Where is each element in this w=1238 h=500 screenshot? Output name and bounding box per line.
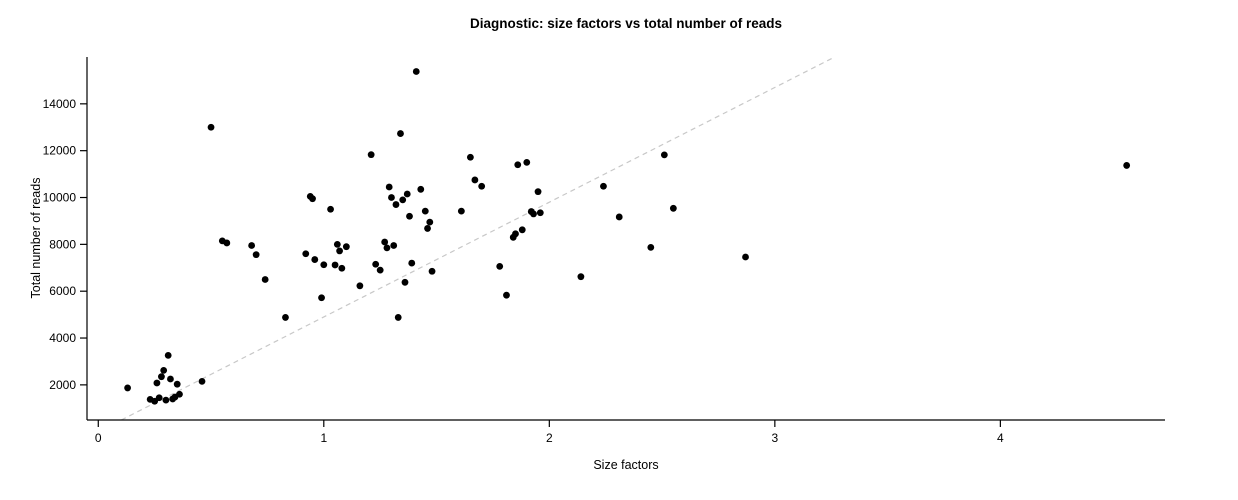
chart-title: Diagnostic: size factors vs total number… bbox=[470, 16, 782, 31]
data-point bbox=[367, 151, 375, 159]
data-point bbox=[424, 225, 431, 232]
data-point bbox=[426, 218, 434, 226]
data-point bbox=[518, 226, 526, 234]
trend-line bbox=[121, 56, 835, 421]
data-point bbox=[478, 182, 486, 190]
data-point bbox=[403, 190, 411, 198]
data-point bbox=[302, 250, 310, 258]
data-point bbox=[356, 282, 364, 290]
data-point bbox=[660, 151, 668, 159]
data-point bbox=[248, 242, 256, 249]
data-point bbox=[417, 185, 425, 193]
data-point bbox=[158, 373, 165, 381]
y-tick-label: 2000 bbox=[49, 378, 76, 392]
data-point bbox=[471, 176, 479, 184]
data-point bbox=[155, 394, 163, 402]
data-point bbox=[342, 243, 350, 251]
data-point bbox=[530, 210, 537, 218]
data-point bbox=[536, 209, 544, 217]
x-tick-label: 4 bbox=[997, 431, 1004, 445]
data-point bbox=[309, 195, 316, 203]
data-point bbox=[167, 375, 174, 383]
data-point bbox=[394, 314, 402, 321]
data-point bbox=[397, 130, 404, 137]
y-tick-label: 12000 bbox=[43, 144, 77, 158]
data-point bbox=[383, 244, 391, 252]
data-point bbox=[421, 207, 429, 215]
data-point bbox=[647, 243, 655, 251]
y-tick-label: 8000 bbox=[49, 237, 76, 251]
data-point bbox=[331, 261, 339, 269]
y-tick-label: 14000 bbox=[43, 97, 77, 111]
data-point bbox=[512, 230, 519, 238]
y-axis-title: Total number of reads bbox=[29, 178, 43, 299]
data-point bbox=[577, 273, 585, 281]
data-point bbox=[408, 259, 416, 267]
data-point bbox=[523, 158, 531, 166]
data-point bbox=[153, 379, 161, 387]
x-tick-label: 0 bbox=[95, 431, 102, 445]
data-point bbox=[401, 278, 409, 286]
x-tick-label: 3 bbox=[772, 431, 779, 445]
data-point bbox=[388, 194, 395, 201]
data-point bbox=[399, 196, 407, 204]
data-point bbox=[376, 266, 384, 274]
data-point bbox=[412, 68, 420, 75]
data-point bbox=[261, 276, 269, 283]
data-point bbox=[124, 384, 131, 392]
data-point bbox=[385, 183, 393, 191]
data-point bbox=[496, 262, 504, 270]
data-point bbox=[381, 238, 389, 246]
data-point bbox=[503, 291, 510, 299]
data-point bbox=[252, 251, 260, 259]
y-tick-label: 4000 bbox=[49, 331, 76, 345]
data-point bbox=[457, 207, 465, 215]
data-point bbox=[615, 213, 623, 221]
data-point bbox=[338, 264, 346, 272]
y-tick-label: 10000 bbox=[43, 191, 77, 205]
data-point bbox=[311, 256, 319, 263]
data-point bbox=[534, 188, 542, 196]
data-point bbox=[333, 240, 341, 248]
plot-layer: 0 1 2 3 4 2000 4000 6000 8000 10000 12000 14000 bbox=[43, 56, 1165, 445]
data-point bbox=[164, 351, 172, 359]
data-point bbox=[390, 242, 398, 249]
data-point bbox=[742, 253, 749, 261]
data-point bbox=[514, 161, 522, 169]
data-point bbox=[320, 261, 328, 269]
data-point bbox=[1123, 162, 1131, 169]
data-point bbox=[372, 260, 380, 268]
data-point bbox=[198, 377, 206, 385]
x-tick-label: 1 bbox=[320, 431, 327, 445]
data-point bbox=[669, 204, 677, 212]
y-tick-label: 6000 bbox=[49, 284, 76, 298]
data-point bbox=[318, 294, 325, 302]
data-point bbox=[223, 239, 231, 247]
data-point bbox=[176, 390, 183, 398]
data-point bbox=[392, 201, 400, 208]
data-point bbox=[162, 396, 170, 404]
data-point bbox=[466, 153, 474, 161]
data-point bbox=[160, 366, 168, 374]
data-point bbox=[406, 212, 413, 220]
data-point bbox=[600, 182, 607, 190]
data-point bbox=[282, 314, 289, 321]
data-point bbox=[207, 123, 215, 131]
data-point bbox=[173, 380, 181, 388]
x-tick-label: 2 bbox=[546, 431, 553, 445]
data-point bbox=[428, 267, 436, 275]
x-axis-title: Size factors bbox=[593, 458, 658, 472]
data-point bbox=[336, 247, 343, 255]
data-point bbox=[327, 205, 334, 213]
